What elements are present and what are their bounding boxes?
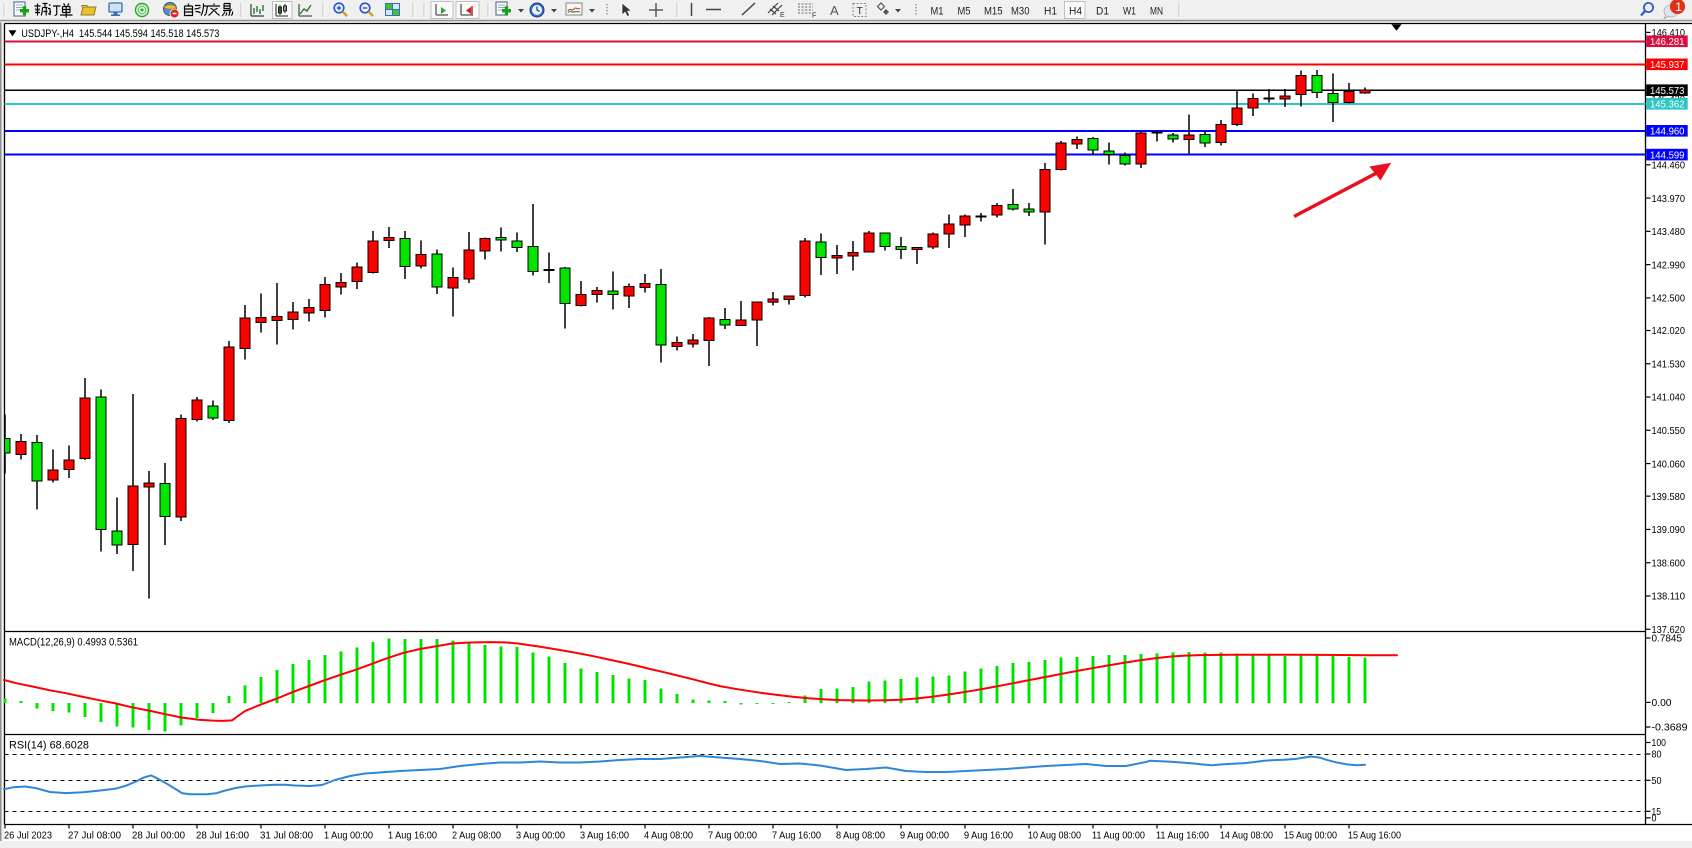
svg-text:144.599: 144.599 [1650,149,1685,161]
svg-text:10 Aug 08:00: 10 Aug 08:00 [1028,829,1081,841]
svg-text:26 Jul 2023: 26 Jul 2023 [4,829,52,841]
svg-text:27 Jul 08:00: 27 Jul 08:00 [68,829,121,841]
svg-text:140.060: 140.060 [1652,458,1686,470]
svg-text:F: F [812,13,816,20]
svg-text:USDJPY-,H4 145.544 145.594 14: USDJPY-,H4 145.544 145.594 145.518 145.5… [21,28,219,40]
svg-text:3 Aug 00:00: 3 Aug 00:00 [516,829,565,841]
svg-text:50: 50 [1652,775,1662,787]
svg-text:W1: W1 [1123,6,1136,18]
svg-text:1 Aug 16:00: 1 Aug 16:00 [388,829,437,841]
svg-text:144.960: 144.960 [1650,126,1685,138]
svg-text:145.362: 145.362 [1650,99,1685,111]
svg-text:0.00: 0.00 [1652,697,1672,709]
svg-text:144.460: 144.460 [1652,160,1686,172]
svg-text:142.990: 142.990 [1652,259,1686,271]
svg-text:11 Aug 00:00: 11 Aug 00:00 [1092,829,1145,841]
svg-text:H1: H1 [1044,6,1057,18]
svg-text:139.090: 139.090 [1652,524,1686,536]
svg-text:14 Aug 08:00: 14 Aug 08:00 [1220,829,1273,841]
svg-text:142.020: 142.020 [1652,325,1686,337]
svg-text:15 Aug 16:00: 15 Aug 16:00 [1348,829,1401,841]
svg-text:M30: M30 [1011,6,1030,18]
svg-text:MN: MN [1150,6,1163,18]
svg-text:T: T [857,5,864,17]
svg-text:145.937: 145.937 [1650,59,1685,71]
svg-text:138.110: 138.110 [1652,591,1686,603]
svg-text:9 Aug 00:00: 9 Aug 00:00 [900,829,949,841]
svg-text:100: 100 [1652,737,1667,749]
svg-text:0: 0 [1652,813,1657,825]
svg-text:143.480: 143.480 [1652,226,1686,238]
svg-text:0.7845: 0.7845 [1652,633,1683,645]
svg-text:137.620: 137.620 [1652,624,1686,636]
svg-text:8 Aug 08:00: 8 Aug 08:00 [836,829,885,841]
svg-text:1 Aug 00:00: 1 Aug 00:00 [324,829,373,841]
svg-text:142.500: 142.500 [1652,293,1686,305]
svg-text:4 Aug 08:00: 4 Aug 08:00 [644,829,693,841]
svg-text:139.580: 139.580 [1652,491,1686,503]
svg-text:MACD(12,26,9) 0.4993 0.5361: MACD(12,26,9) 0.4993 0.5361 [9,637,138,649]
svg-text:M15: M15 [984,6,1003,18]
svg-text:H4: H4 [1069,6,1082,18]
svg-text:1: 1 [1675,0,1682,14]
svg-text:M5: M5 [958,6,971,18]
svg-text:28 Jul 16:00: 28 Jul 16:00 [196,829,249,841]
svg-text:11 Aug 16:00: 11 Aug 16:00 [1156,829,1209,841]
svg-text:9 Aug 16:00: 9 Aug 16:00 [964,829,1013,841]
svg-text:RSI(14) 68.6028: RSI(14) 68.6028 [9,740,89,752]
svg-text:15: 15 [1652,806,1662,818]
svg-text:M1: M1 [931,6,944,18]
svg-text:140.550: 140.550 [1652,425,1686,437]
svg-text:138.600: 138.600 [1652,557,1686,569]
svg-text:2 Aug 08:00: 2 Aug 08:00 [452,829,501,841]
svg-text:146.281: 146.281 [1650,36,1685,48]
svg-text:28 Jul 00:00: 28 Jul 00:00 [132,829,185,841]
svg-text:A: A [830,3,839,18]
svg-text:E: E [780,12,785,19]
svg-text:3 Aug 16:00: 3 Aug 16:00 [580,829,629,841]
svg-text:80: 80 [1652,749,1662,761]
svg-text:143.970: 143.970 [1652,193,1686,205]
svg-text:141.040: 141.040 [1652,392,1686,404]
svg-text:15 Aug 00:00: 15 Aug 00:00 [1284,829,1337,841]
svg-text:141.530: 141.530 [1652,358,1686,370]
svg-text:31 Jul 08:00: 31 Jul 08:00 [260,829,313,841]
svg-text:-0.3689: -0.3689 [1652,722,1688,734]
svg-text:7 Aug 00:00: 7 Aug 00:00 [708,829,757,841]
svg-text:145.573: 145.573 [1650,85,1685,97]
svg-text:D1: D1 [1096,6,1109,18]
svg-text:7 Aug 16:00: 7 Aug 16:00 [772,829,821,841]
